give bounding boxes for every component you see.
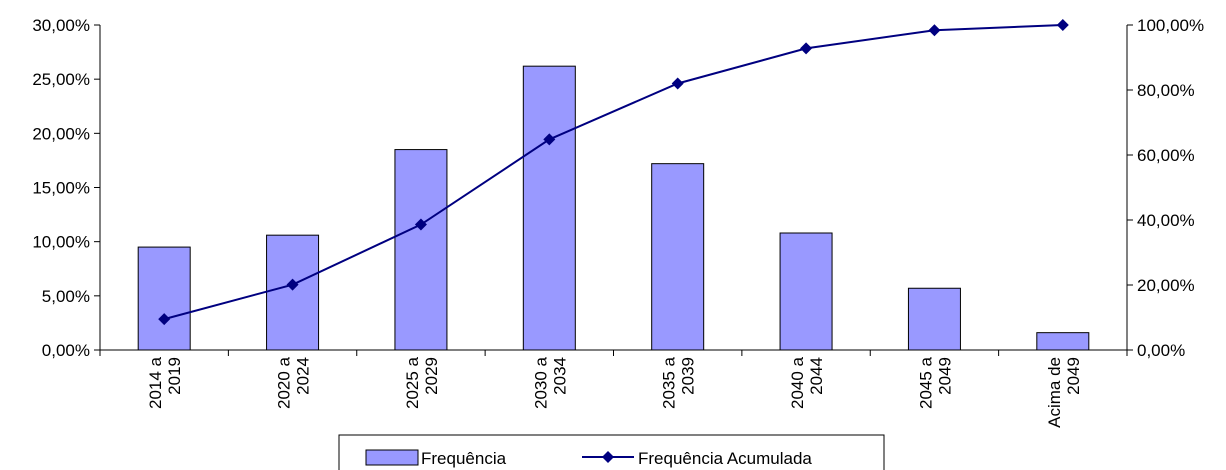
bar-frequencia	[779, 232, 833, 351]
category-label-line: 2045 a	[916, 356, 935, 409]
category-label: 2014 a 2019	[146, 356, 184, 409]
right-tick-label: 80,00%	[1137, 81, 1195, 100]
left-tick-label: 15,00%	[32, 179, 90, 198]
bar-frequencia	[522, 65, 576, 351]
category-label: 2040 a 2044	[788, 356, 826, 409]
cumulative-line	[163, 24, 1063, 321]
category-label-line: 2024	[294, 357, 313, 395]
left-tick-label: 25,00%	[32, 70, 90, 89]
cumulative-line-layer	[158, 19, 1069, 326]
category-label: 2025 a 2029	[403, 356, 441, 409]
category-label-line: 2029	[422, 357, 441, 395]
category-label-line: 2040 a	[788, 356, 807, 409]
category-label-line: 2014 a	[146, 356, 165, 409]
cumulative-point	[543, 133, 556, 146]
category-label: Acima de 2049	[1045, 357, 1083, 428]
category-label: 2045 a 2049	[916, 356, 954, 409]
left-axis-ticks: 0,00% 5,00% 10,00% 15,00% 20,00% 25,00% 30,00%	[32, 16, 100, 360]
bar-frequencia	[266, 234, 320, 351]
right-tick-label: 20,00%	[1137, 276, 1195, 295]
cumulative-point	[671, 77, 684, 90]
legend: Frequência Frequência Acumulada	[338, 434, 885, 470]
category-label-line: 2035 a	[660, 356, 679, 409]
legend-label-frequencia: Frequência	[421, 449, 507, 468]
right-tick-label: 40,00%	[1137, 211, 1195, 230]
category-label: 2035 a 2039	[660, 356, 698, 409]
right-axis-ticks: 0,00% 20,00% 40,00% 60,00% 80,00% 100,00%	[1127, 16, 1204, 360]
cumulative-point	[928, 24, 941, 37]
bar-frequencia	[1036, 332, 1090, 351]
cumulative-point	[800, 42, 813, 55]
category-label-line: 2039	[679, 357, 698, 395]
category-label-line: Acima de	[1045, 357, 1064, 428]
category-labels: 2014 a 2019 2020 a 2024 2025 a 2029 2030 a 2034…	[146, 356, 1083, 427]
bar-frequencia	[137, 246, 191, 351]
category-label-line: 2034	[550, 357, 569, 395]
category-label-line: 2019	[165, 357, 184, 395]
cumulative-point	[286, 278, 299, 291]
right-tick-label: 60,00%	[1137, 146, 1195, 165]
legend-swatch-bar	[365, 449, 419, 466]
category-label-line: 2049	[1064, 357, 1083, 395]
cumulative-point	[1056, 19, 1069, 31]
left-tick-label: 5,00%	[42, 287, 90, 306]
cumulative-point	[414, 218, 427, 231]
legend-swatch-marker	[602, 451, 614, 463]
legend-box	[338, 434, 885, 470]
category-label: 2030 a 2034	[531, 356, 569, 409]
bar-frequencia	[394, 149, 448, 351]
bar-frequencia	[907, 287, 961, 351]
left-tick-label: 20,00%	[32, 124, 90, 143]
bars-layer	[137, 65, 1090, 351]
left-tick-label: 10,00%	[32, 233, 90, 252]
category-label-line: 2025 a	[403, 356, 422, 409]
left-tick-label: 30,00%	[32, 16, 90, 35]
right-tick-label: 0,00%	[1137, 341, 1185, 360]
right-tick-label: 100,00%	[1137, 16, 1204, 35]
cumulative-point	[158, 313, 171, 326]
category-label-line: 2049	[935, 357, 954, 395]
left-tick-label: 0,00%	[42, 341, 90, 360]
bar-frequencia	[651, 163, 705, 351]
category-label-line: 2030 a	[531, 356, 550, 409]
category-label-line: 2020 a	[275, 356, 294, 409]
category-label: 2020 a 2024	[275, 356, 313, 409]
category-label-line: 2044	[807, 357, 826, 395]
legend-label-frequencia-acumulada: Frequência Acumulada	[638, 449, 812, 468]
axes	[99, 25, 1128, 356]
